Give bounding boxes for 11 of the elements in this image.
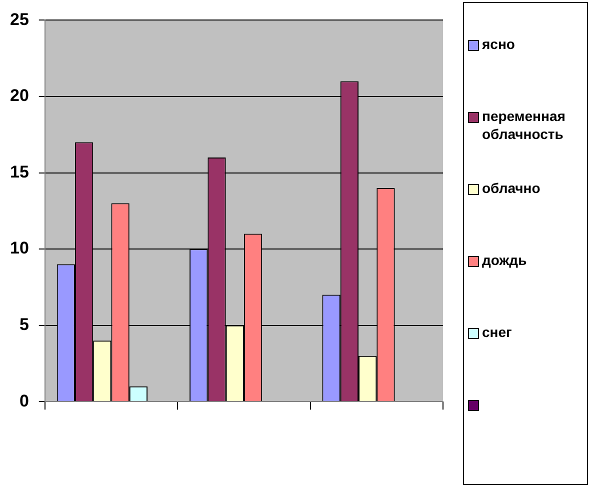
y-tick-label: 10 [10,238,29,258]
y-tick-label: 5 [19,315,29,334]
y-tick-label: 15 [10,162,29,182]
y-tick-label: 25 [10,10,29,29]
legend-label: дождь [482,251,527,269]
legend-label: снег [482,323,512,341]
y-tick-label: 20 [10,86,29,106]
y-tick-label: 0 [19,391,29,410]
legend-label: облачно [482,179,540,197]
legend-label: переменная облачность [482,107,566,143]
legend-label: ясно [482,35,515,53]
